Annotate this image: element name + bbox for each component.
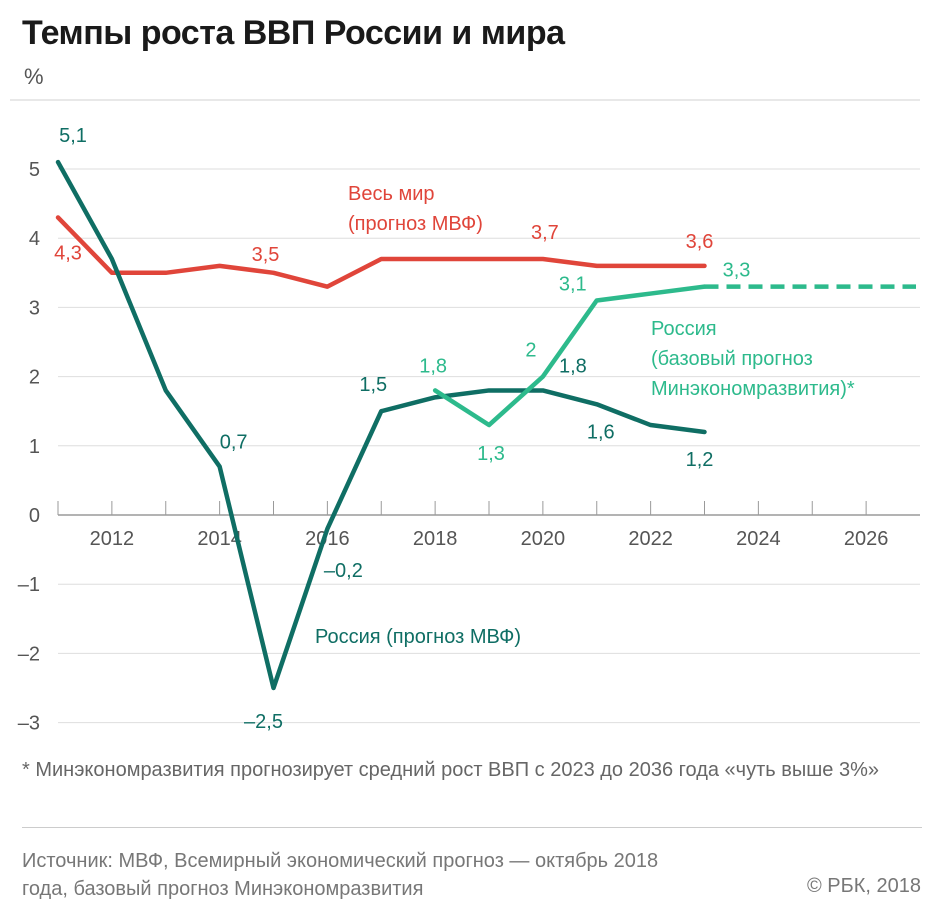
- copyright: © РБК, 2018: [806, 875, 921, 897]
- data-label: 1,3: [477, 443, 505, 465]
- data-label: –2,5: [244, 711, 283, 733]
- series-label-world: Весь мир: [348, 183, 434, 205]
- footnote: * Минэкономразвития прогнозирует средний…: [22, 759, 879, 781]
- y-tick-label: –3: [18, 713, 40, 735]
- line-chart: 5 4 3 2 1 0 –1 –2 –3 2012 2014 2016 2018 2020 2022 2024…: [10, 99, 920, 735]
- data-label: –0,2: [324, 560, 363, 582]
- y-tick-label: 5: [29, 159, 40, 181]
- y-tick-label: 3: [29, 297, 40, 319]
- data-label: 4,3: [54, 242, 82, 264]
- data-label: 1,6: [587, 421, 615, 443]
- x-tick-label: 2026: [844, 528, 889, 550]
- x-tick-label: 2014: [197, 528, 242, 550]
- y-tick-label: 4: [29, 228, 40, 250]
- data-label: 1,5: [359, 374, 387, 396]
- y-tick-label: 0: [29, 505, 40, 527]
- y-tick-label: –1: [18, 574, 40, 596]
- x-tick-label: 2022: [628, 528, 673, 550]
- data-label: 3,1: [559, 273, 587, 295]
- divider: [22, 827, 922, 828]
- series-label-russia-ministry: (базовый прогноз: [651, 348, 813, 370]
- x-tick-label: 2024: [736, 528, 781, 550]
- x-tick-label: 2016: [305, 528, 350, 550]
- chart-title: Темпы роста ВВП России и мира: [22, 14, 565, 52]
- world-imf-line: [55, 215, 707, 289]
- series-label-russia-ministry: Россия: [651, 318, 717, 340]
- x-tick-label: 2018: [413, 528, 458, 550]
- series-label-russia-imf: Россия (прогноз МВФ): [315, 626, 521, 648]
- x-tick-label: 2012: [90, 528, 135, 550]
- x-tick-label: 2020: [521, 528, 566, 550]
- y-tick-label: 1: [29, 436, 40, 458]
- data-label: 3,5: [252, 244, 280, 266]
- y-tick-label: –2: [18, 643, 40, 665]
- data-label: 1,8: [419, 355, 447, 377]
- russia-ministry-line: [432, 284, 707, 428]
- data-label: 2: [525, 340, 536, 362]
- y-tick-label: 2: [29, 367, 40, 389]
- russia-imf-line: [55, 159, 707, 691]
- data-label: 1,8: [559, 355, 587, 377]
- series-label-world: (прогноз МВФ): [348, 213, 483, 235]
- y-axis-unit: %: [24, 64, 44, 89]
- data-label: 0,7: [220, 432, 248, 454]
- data-label: 1,2: [686, 449, 714, 471]
- data-label: 5,1: [59, 125, 87, 147]
- source-note: Источник: МВФ, Всемирный экономический п…: [22, 850, 659, 900]
- series-label-russia-ministry: Минэкономразвития)*: [651, 378, 855, 400]
- data-label: 3,3: [723, 260, 751, 282]
- data-label: 3,7: [531, 222, 559, 244]
- data-label: 3,6: [686, 231, 714, 253]
